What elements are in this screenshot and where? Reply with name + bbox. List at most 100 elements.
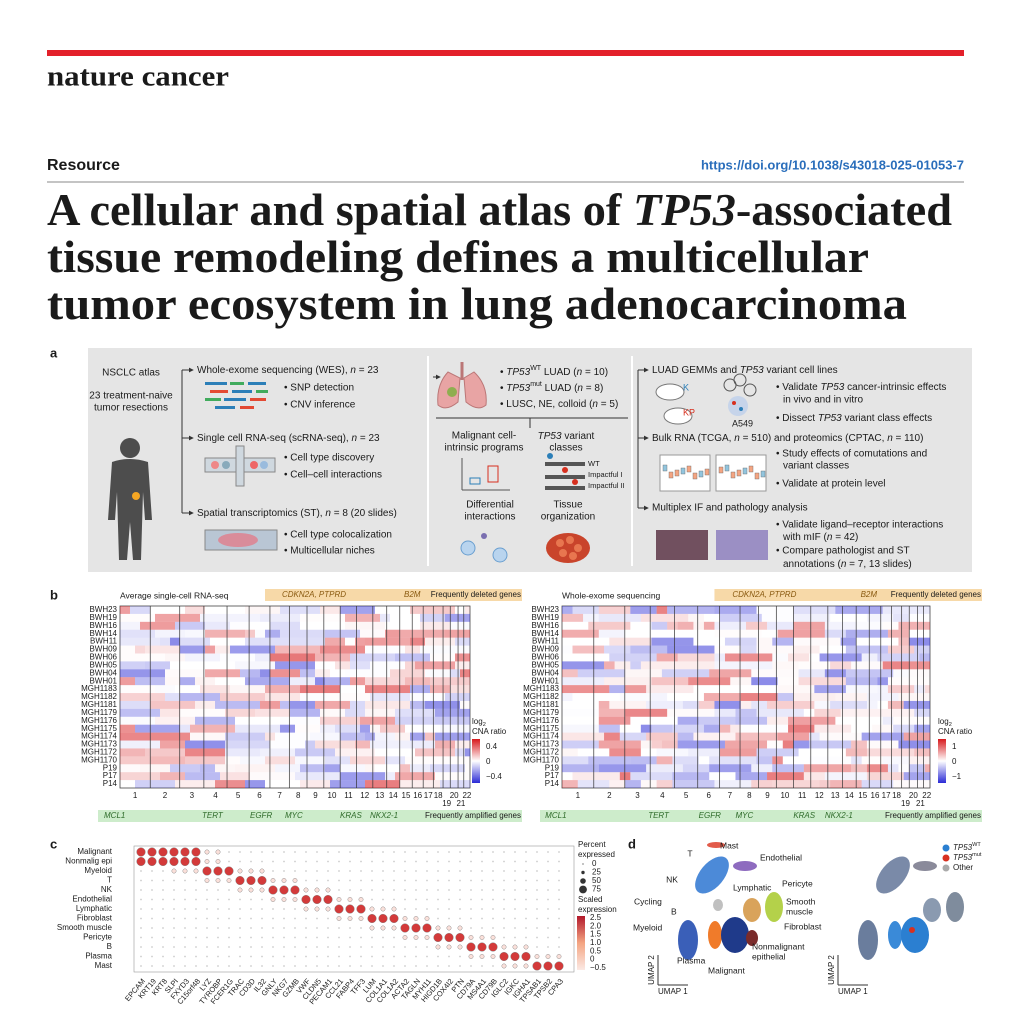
heatmap-texture: [455, 661, 470, 670]
section-title: Multiplex IF and pathology analysis: [652, 503, 808, 514]
text-run: variant: [562, 431, 595, 442]
dot-glyph: [261, 898, 263, 901]
heatmap-texture: [709, 669, 752, 678]
heatmap-texture: [835, 606, 883, 614]
text-run: = 510) and proteomics (CPTAC,: [740, 433, 887, 444]
dot-glyph: [402, 916, 408, 921]
heatmap-texture: [270, 621, 300, 630]
bullet: • Multicellular niches: [284, 546, 375, 557]
dot-glyph: [239, 965, 241, 967]
colorbar-label: 1: [952, 742, 957, 751]
heatmap-texture: [445, 693, 470, 701]
text-run: TP53: [506, 367, 530, 378]
heatmap-texture: [365, 646, 405, 654]
dot-glyph: [184, 879, 186, 882]
heatmap-texture: [330, 709, 345, 717]
dot-glyph: [547, 927, 549, 929]
dot-glyph: [195, 946, 197, 948]
heatmap-texture: [877, 701, 888, 709]
heatmap-texture: [625, 708, 668, 717]
article-title: tissue remodeling defines a multicellula…: [47, 231, 869, 282]
heatmap-texture: [155, 685, 175, 693]
dot-glyph: [481, 889, 483, 891]
heatmap-texture: [914, 708, 930, 717]
sample-label: BWH06: [89, 653, 117, 662]
icon-label: KP: [683, 407, 695, 417]
colorbar: [577, 916, 585, 970]
dot-glyph: [558, 879, 560, 882]
heatmap-texture: [460, 669, 470, 678]
cluster-label: Lymphatic: [733, 882, 772, 892]
text-run: = 7, 13 slides): [846, 559, 911, 570]
dot-glyph: [239, 936, 241, 939]
dot-glyph: [338, 927, 340, 929]
sample-label: BWH14: [89, 629, 117, 638]
heatmap-texture: [265, 693, 300, 701]
dot-glyph: [173, 955, 175, 958]
heatmap-texture: [180, 709, 225, 717]
module-title: Tissue: [553, 500, 583, 511]
chromosome-label: 11: [798, 791, 807, 800]
heatmap-texture: [866, 772, 904, 781]
dot-glyph: [393, 946, 395, 948]
dot-glyph: [492, 908, 494, 910]
heatmap-texture: [390, 669, 425, 678]
dot-glyph: [536, 946, 538, 948]
heatmap-texture: [165, 653, 185, 662]
heatmap-texture: [625, 685, 647, 694]
heatmap-texture: [435, 732, 470, 741]
module-title: organization: [541, 512, 595, 523]
heatmap-texture: [425, 700, 460, 709]
heatmap-texture: [625, 669, 662, 678]
chromosome-label: 10: [328, 791, 337, 800]
heatmap-texture: [365, 700, 410, 709]
heatmap-texture: [170, 661, 205, 669]
dot-glyph: [272, 946, 274, 948]
dot-glyph: [437, 889, 439, 891]
heatmap-texture: [562, 622, 588, 630]
gemm-icon: [655, 373, 757, 425]
bullet: variant classes: [783, 461, 849, 472]
heatmap-texture: [562, 661, 605, 670]
dot-glyph: [404, 955, 406, 958]
dot-glyph: [283, 917, 285, 920]
dot-glyph: [426, 860, 428, 863]
heatmap-texture: [788, 716, 836, 725]
deleted-genes-band: [714, 589, 982, 601]
dot-glyph: [162, 936, 164, 939]
atlas-text: 23 treatment-naive: [89, 391, 173, 402]
heatmap-texture: [430, 653, 455, 661]
dot-glyph: [404, 946, 406, 948]
chromosome-label: 8: [296, 791, 301, 800]
cell-type-label: Smooth muscle: [57, 923, 113, 932]
heatmap-texture: [400, 637, 410, 646]
dot-glyph: [371, 898, 373, 901]
heatmap-texture: [572, 772, 620, 781]
cluster-label: Nonmalignant: [752, 941, 805, 951]
heatmap-texture: [898, 764, 909, 772]
sample-label: BWH05: [531, 660, 559, 669]
heatmap-texture: [185, 606, 205, 614]
heatmap-texture: [840, 637, 857, 646]
dot-glyph: [257, 876, 267, 886]
heatmap-texture: [640, 613, 689, 622]
text-run: variant class effects: [842, 413, 932, 424]
text-run: = 23: [356, 365, 379, 376]
heatmap-texture: [562, 701, 599, 709]
dot-glyph: [349, 860, 351, 863]
heatmap-texture: [667, 693, 704, 701]
dot-glyph: [327, 870, 329, 872]
chromosome-label: 3: [635, 791, 640, 800]
heatmap-texture: [657, 748, 689, 756]
heatmap-texture: [798, 669, 825, 678]
dot-glyph: [228, 927, 230, 929]
person-icon: [108, 438, 152, 560]
heatmap-texture: [898, 740, 930, 749]
heatmap-texture: [914, 748, 930, 757]
dot-glyph: [301, 895, 311, 905]
heatmap-texture: [724, 637, 757, 646]
dot-glyph: [349, 879, 351, 882]
heatmap-texture: [698, 716, 736, 725]
dot-glyph: [151, 889, 153, 891]
dot-glyph: [184, 917, 186, 920]
